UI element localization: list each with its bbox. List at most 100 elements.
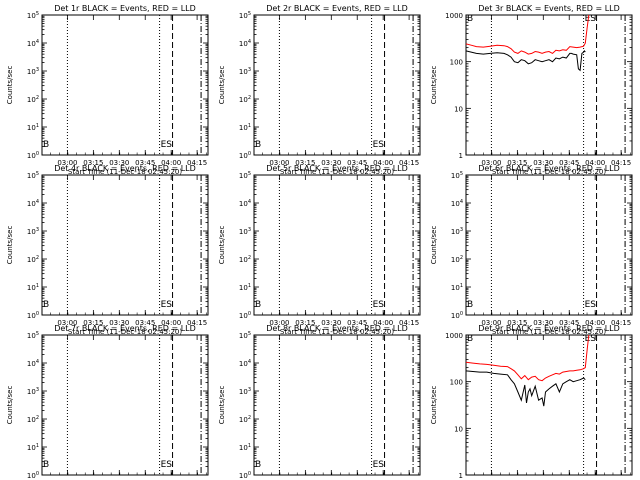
x-tick-label: 04:15 (611, 319, 631, 327)
series-line-events (465, 50, 586, 72)
panel-det-4r: Det 4r BLACK = Events, RED = LLD 100 101 10… (6, 164, 209, 336)
x-axis-label: Start Time (11-Dec-18 02:45:20) (492, 328, 606, 336)
y-tick-label: 1 (459, 472, 463, 480)
marker-label-b: B (467, 334, 473, 344)
marker-label-b: B (43, 460, 49, 470)
y-tick-label: 104 (27, 199, 39, 208)
y-tick-label: 105 (239, 331, 251, 340)
y-tick-label: 102 (27, 415, 39, 424)
panel-title: Det 5r BLACK = Events, RED = LLD (266, 164, 408, 173)
y-tick-label: 101 (239, 443, 251, 452)
x-tick-label: 03:30 (321, 159, 341, 167)
y-tick-label: 103 (239, 67, 251, 76)
x-tick-label: 03:45 (559, 159, 579, 167)
y-tick-label: 10 (454, 105, 463, 113)
y-tick-label: 100 (239, 471, 251, 480)
y-tick-label: 102 (239, 95, 251, 104)
y-tick-label: 10 (454, 425, 463, 433)
x-tick-label: 03:45 (135, 319, 155, 327)
panel-det-7r: Det 7r BLACK = Events, RED = LLD 100 101 10… (6, 324, 209, 480)
y-tick-label: 100 (239, 151, 251, 160)
panel-title: Det 4r BLACK = Events, RED = LLD (54, 164, 196, 173)
x-axis-label: Start Time (11-Dec-18 02:45:20) (68, 328, 182, 336)
panel-title: Det 6r BLACK = Events, RED = LLD (478, 164, 620, 173)
y-axis-label: Counts/sec (218, 226, 226, 265)
panel-det-9r: Det 9r BLACK = Events, RED = LLD 1 10 100 10… (430, 324, 633, 480)
y-tick-label: 101 (239, 123, 251, 132)
marker-label-b: B (43, 300, 49, 310)
plot-frame (253, 14, 421, 156)
x-tick-label: 03:45 (559, 319, 579, 327)
marker-label-es: ES (373, 300, 385, 310)
x-tick-label: 03:45 (347, 319, 367, 327)
y-tick-label: 102 (27, 255, 39, 264)
y-tick-label: 101 (27, 283, 39, 292)
panel-det-3r: Det 3r BLACK = Events, RED = LLD 1 10 100 10… (430, 4, 633, 176)
y-tick-label: 100 (27, 471, 39, 480)
panel-title: Det 9r BLACK = Events, RED = LLD (478, 324, 620, 333)
panel-det-1r: Det 1r BLACK = Events, RED = LLD 100 101 10… (6, 4, 209, 176)
y-tick-label: 102 (239, 415, 251, 424)
x-tick-label: 03:00 (57, 159, 77, 167)
x-tick-label: 03:15 (507, 159, 527, 167)
x-tick-label: 04:00 (373, 159, 393, 167)
y-axis-label: Counts/sec (430, 386, 438, 425)
y-tick-label: 104 (27, 39, 39, 48)
y-tick-label: 104 (239, 39, 251, 48)
x-tick-label: 03:00 (269, 159, 289, 167)
marker-label-b: B (255, 300, 261, 310)
x-tick-label: 03:30 (321, 319, 341, 327)
y-tick-label: 103 (27, 227, 39, 236)
series-line-lld (465, 14, 590, 55)
y-tick-label: 105 (451, 171, 463, 180)
y-axis-label: Counts/sec (6, 66, 14, 105)
x-tick-label: 03:00 (269, 319, 289, 327)
x-tick-label: 04:00 (585, 159, 605, 167)
x-tick-label: 03:15 (83, 319, 103, 327)
marker-label-es: ES (373, 140, 385, 150)
y-axis-label: Counts/sec (218, 66, 226, 105)
plot-frame (41, 334, 209, 476)
plot-frame (465, 334, 633, 476)
series-line-lld (465, 334, 590, 382)
marker-label-b: B (467, 14, 473, 24)
marker-label-b: B (467, 300, 473, 310)
x-tick-label: 03:30 (109, 319, 129, 327)
y-tick-label: 105 (239, 11, 251, 20)
y-tick-label: 105 (27, 171, 39, 180)
x-tick-label: 04:15 (187, 159, 207, 167)
y-axis-label: Counts/sec (218, 386, 226, 425)
plot-frame (253, 334, 421, 476)
x-axis-label: Start Time (11-Dec-18 02:45:20) (492, 168, 606, 176)
marker-label-b: B (255, 140, 261, 150)
x-tick-label: 03:15 (507, 319, 527, 327)
y-tick-label: 101 (27, 123, 39, 132)
x-tick-label: 04:00 (373, 319, 393, 327)
y-tick-label: 1000 (445, 12, 463, 20)
x-axis-label: Start Time (11-Dec-18 02:45:20) (68, 168, 182, 176)
x-tick-label: 03:15 (295, 159, 315, 167)
y-tick-label: 103 (451, 227, 463, 236)
y-tick-label: 104 (27, 359, 39, 368)
x-tick-label: 04:00 (161, 159, 181, 167)
y-tick-label: 102 (239, 255, 251, 264)
y-tick-label: 100 (450, 59, 463, 67)
marker-label-es: ES (585, 300, 597, 310)
y-tick-label: 103 (27, 387, 39, 396)
x-tick-label: 03:15 (83, 159, 103, 167)
x-tick-label: 04:15 (611, 159, 631, 167)
plot-frame (41, 174, 209, 316)
y-tick-label: 104 (239, 359, 251, 368)
y-tick-label: 1000 (445, 332, 463, 340)
plot-frame (465, 174, 633, 316)
x-tick-label: 03:30 (109, 159, 129, 167)
y-tick-label: 105 (27, 331, 39, 340)
y-tick-label: 102 (451, 255, 463, 264)
y-tick-label: 101 (451, 283, 463, 292)
panel-det-8r: Det 8r BLACK = Events, RED = LLD 100 101 10… (218, 324, 421, 480)
y-tick-label: 104 (451, 199, 463, 208)
panel-title: Det 1r BLACK = Events, RED = LLD (54, 4, 196, 13)
x-tick-label: 04:00 (585, 319, 605, 327)
y-tick-label: 103 (239, 387, 251, 396)
marker-label-es: ES (161, 300, 173, 310)
